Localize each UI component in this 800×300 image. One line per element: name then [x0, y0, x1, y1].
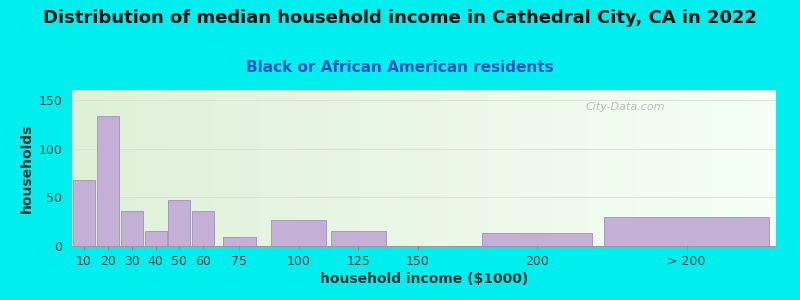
Bar: [97, 116, 118, 246]
Text: Distribution of median household income in Cathedral City, CA in 2022: Distribution of median household income …: [43, 9, 757, 27]
Y-axis label: households: households: [20, 123, 34, 213]
Bar: [169, 200, 190, 246]
X-axis label: household income ($1000): household income ($1000): [320, 272, 528, 286]
Bar: [331, 231, 386, 246]
Bar: [271, 220, 326, 246]
Bar: [604, 217, 769, 246]
Text: City-Data.com: City-Data.com: [586, 103, 666, 112]
Text: Black or African American residents: Black or African American residents: [246, 60, 554, 75]
Bar: [145, 231, 166, 246]
Bar: [121, 211, 142, 246]
Bar: [73, 180, 95, 246]
Bar: [482, 233, 592, 246]
Bar: [222, 237, 255, 246]
Bar: [192, 211, 214, 246]
